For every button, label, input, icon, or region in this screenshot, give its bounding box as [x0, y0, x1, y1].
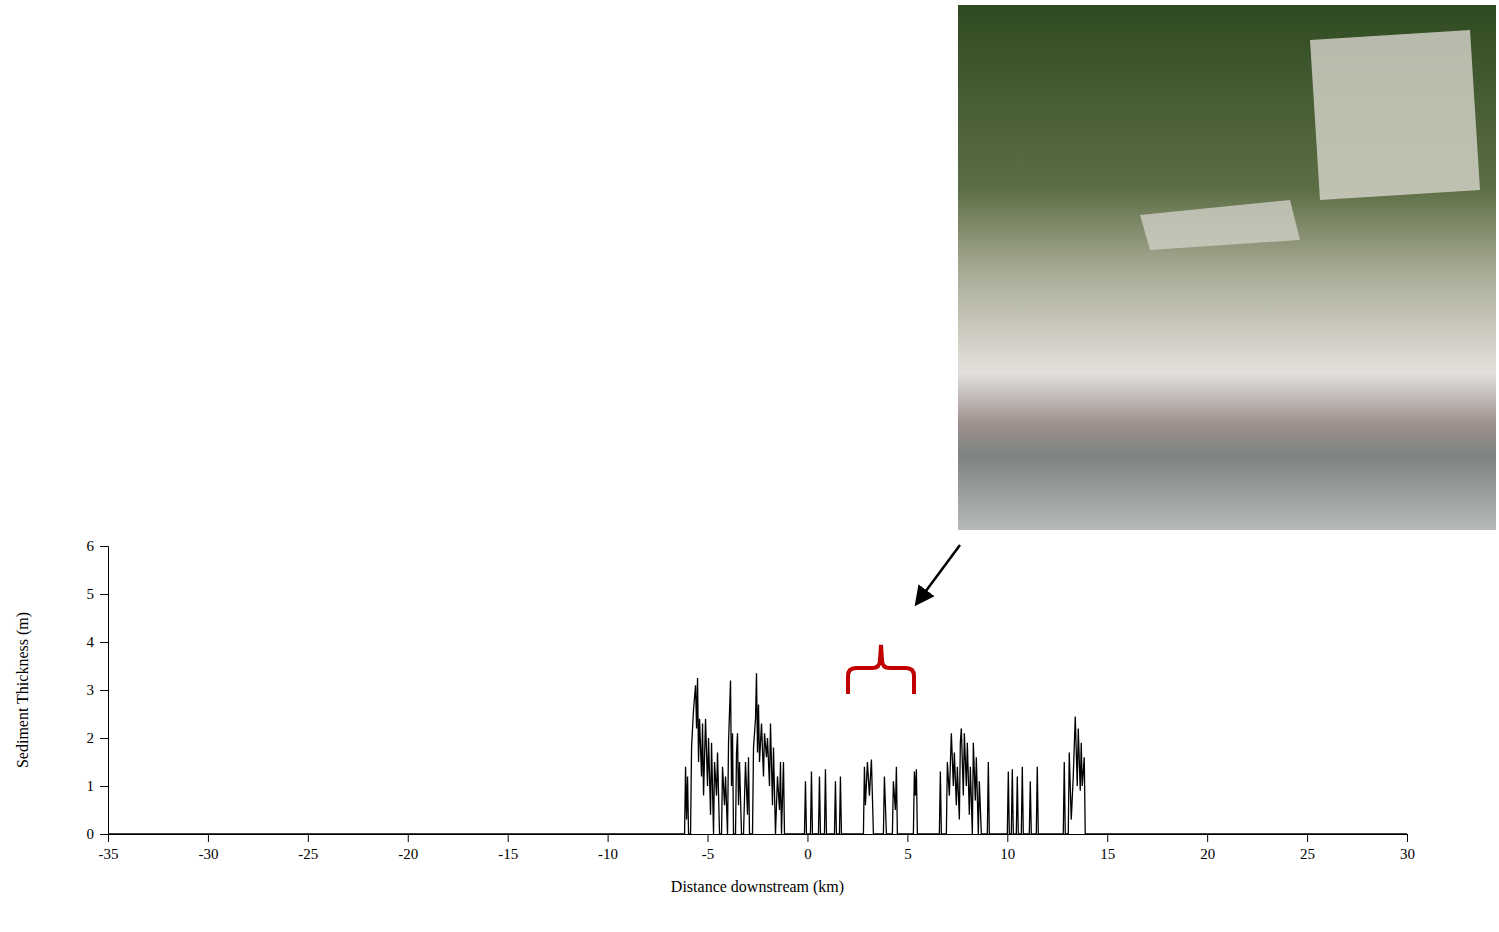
- y-tick-label: 4: [87, 634, 95, 650]
- x-tick: 30: [1400, 834, 1415, 862]
- x-tick-mark: [708, 834, 709, 842]
- x-tick-mark: [308, 834, 309, 842]
- x-tick: 20: [1200, 834, 1215, 862]
- x-tick-label: -25: [298, 846, 318, 862]
- y-tick-label: 3: [87, 682, 95, 698]
- arrow: [917, 545, 960, 603]
- x-tick-mark: [907, 834, 908, 842]
- x-tick-mark: [608, 834, 609, 842]
- bracket: [848, 645, 914, 694]
- x-tick-label: 0: [804, 846, 812, 862]
- x-tick: -20: [398, 834, 418, 862]
- y-tick-mark: [100, 834, 108, 835]
- y-tick-label: 6: [87, 538, 95, 554]
- x-tick-label: 20: [1200, 846, 1215, 862]
- x-tick-label: -10: [598, 846, 618, 862]
- x-tick-mark: [807, 834, 808, 842]
- x-tick: 10: [1000, 834, 1015, 862]
- photo-rock: [1140, 200, 1300, 250]
- x-tick: -35: [99, 834, 119, 862]
- y-tick-label: 0: [87, 826, 95, 842]
- plot-area: [108, 673, 1407, 834]
- x-axis-title: Distance downstream (km): [671, 878, 844, 896]
- x-tick-label: -5: [702, 846, 715, 862]
- y-tick-mark: [100, 786, 108, 787]
- y-tick: 1: [87, 778, 109, 794]
- x-tick-mark: [1407, 834, 1408, 842]
- y-axis: 0 1 2 3 4 5 6: [87, 538, 109, 842]
- x-tick: -15: [498, 834, 518, 862]
- y-tick-mark: [100, 738, 108, 739]
- x-tick-label: 30: [1400, 846, 1415, 862]
- y-tick-mark: [100, 594, 108, 595]
- x-tick-mark: [108, 834, 109, 842]
- x-tick: 0: [804, 834, 812, 862]
- x-tick-mark: [1207, 834, 1208, 842]
- y-tick: 2: [87, 730, 109, 746]
- photo-rock: [1310, 30, 1480, 200]
- x-axis-line: [109, 835, 1408, 843]
- x-tick-label: 10: [1000, 846, 1015, 862]
- y-tick: 0: [87, 826, 109, 842]
- y-tick-mark: [100, 642, 108, 643]
- y-tick: 3: [87, 682, 109, 698]
- y-tick-label: 2: [87, 730, 95, 746]
- y-axis-line: [100, 547, 109, 835]
- x-tick-mark: [208, 834, 209, 842]
- y-tick-label: 5: [87, 586, 95, 602]
- photo-background: [958, 5, 1496, 530]
- x-tick-mark: [1007, 834, 1008, 842]
- y-tick-mark: [100, 690, 108, 691]
- x-tick-label: 15: [1100, 846, 1115, 862]
- x-tick-label: 25: [1300, 846, 1315, 862]
- series-line: [108, 673, 1407, 834]
- x-tick-label: 5: [904, 846, 912, 862]
- x-tick-label: -15: [498, 846, 518, 862]
- y-tick: 5: [87, 586, 109, 602]
- x-axis: -35 -30 -25 -20 -15 -10 -5 0 5 10 15 20 25 30: [99, 834, 1416, 862]
- x-tick-label: -20: [398, 846, 418, 862]
- x-tick: 5: [904, 834, 912, 862]
- x-tick: -10: [598, 834, 618, 862]
- x-tick-label: -30: [198, 846, 218, 862]
- y-axis-title: Sediment Thickness (m): [14, 612, 32, 768]
- chart: -35 -30 -25 -20 -15 -10 -5 0 5 10 15 20 25 30 0 1 2 3 4 5 6 D…: [0, 0, 1499, 932]
- photo: [958, 5, 1496, 530]
- y-tick-label: 1: [87, 778, 95, 794]
- x-tick: 15: [1100, 834, 1115, 862]
- y-tick: 4: [87, 634, 109, 650]
- y-tick: 6: [87, 538, 109, 554]
- x-tick-mark: [1107, 834, 1108, 842]
- x-tick: 25: [1300, 834, 1315, 862]
- x-tick-label: -35: [99, 846, 119, 862]
- y-tick-mark: [100, 546, 108, 547]
- x-tick: -5: [702, 834, 715, 862]
- x-tick: -30: [198, 834, 218, 862]
- x-tick-mark: [1307, 834, 1308, 842]
- x-tick-mark: [408, 834, 409, 842]
- x-tick-mark: [508, 834, 509, 842]
- x-tick: -25: [298, 834, 318, 862]
